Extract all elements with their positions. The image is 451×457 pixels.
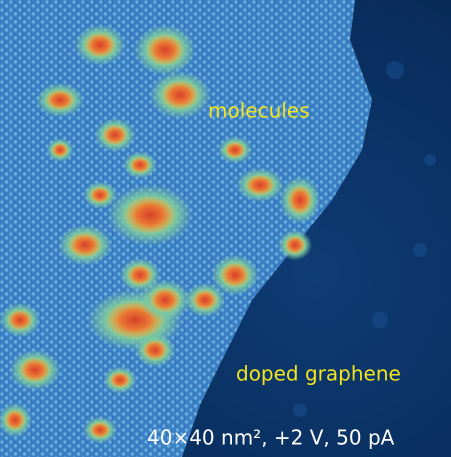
- molecule-cluster: [130, 157, 150, 173]
- molecule-cluster: [128, 265, 152, 285]
- stm-image: molecules doped graphene 40×40 nm², +2 V…: [0, 0, 451, 457]
- molecule-cluster: [162, 81, 198, 109]
- molecule-cluster: [46, 90, 74, 110]
- molecule-cluster: [225, 142, 245, 158]
- molecule-cluster: [52, 143, 68, 157]
- molecule-cluster: [8, 310, 32, 330]
- label-molecules: molecules: [208, 99, 310, 123]
- molecule-cluster: [5, 410, 25, 430]
- molecule-cluster: [20, 358, 50, 382]
- molecule-cluster: [246, 175, 274, 195]
- molecule-cluster: [147, 35, 183, 65]
- molecule-cluster: [125, 197, 175, 233]
- molecule-cluster: [90, 187, 110, 203]
- molecule-cluster: [69, 233, 101, 257]
- molecule-cluster: [193, 290, 217, 310]
- page: molecules doped graphene 40×40 nm², +2 V…: [0, 0, 451, 457]
- label-doped-graphene: doped graphene: [236, 362, 401, 386]
- molecule-cluster: [103, 125, 127, 145]
- scan-info: 40×40 nm², +2 V, 50 pA: [147, 426, 395, 450]
- molecule-cluster: [143, 340, 167, 360]
- molecule-cluster: [285, 236, 305, 254]
- molecule-cluster: [85, 33, 115, 57]
- molecule-cluster: [288, 186, 312, 214]
- molecule-cluster: [150, 288, 180, 312]
- molecule-cluster: [90, 422, 110, 438]
- molecule-cluster: [110, 372, 130, 388]
- molecule-cluster: [221, 263, 249, 287]
